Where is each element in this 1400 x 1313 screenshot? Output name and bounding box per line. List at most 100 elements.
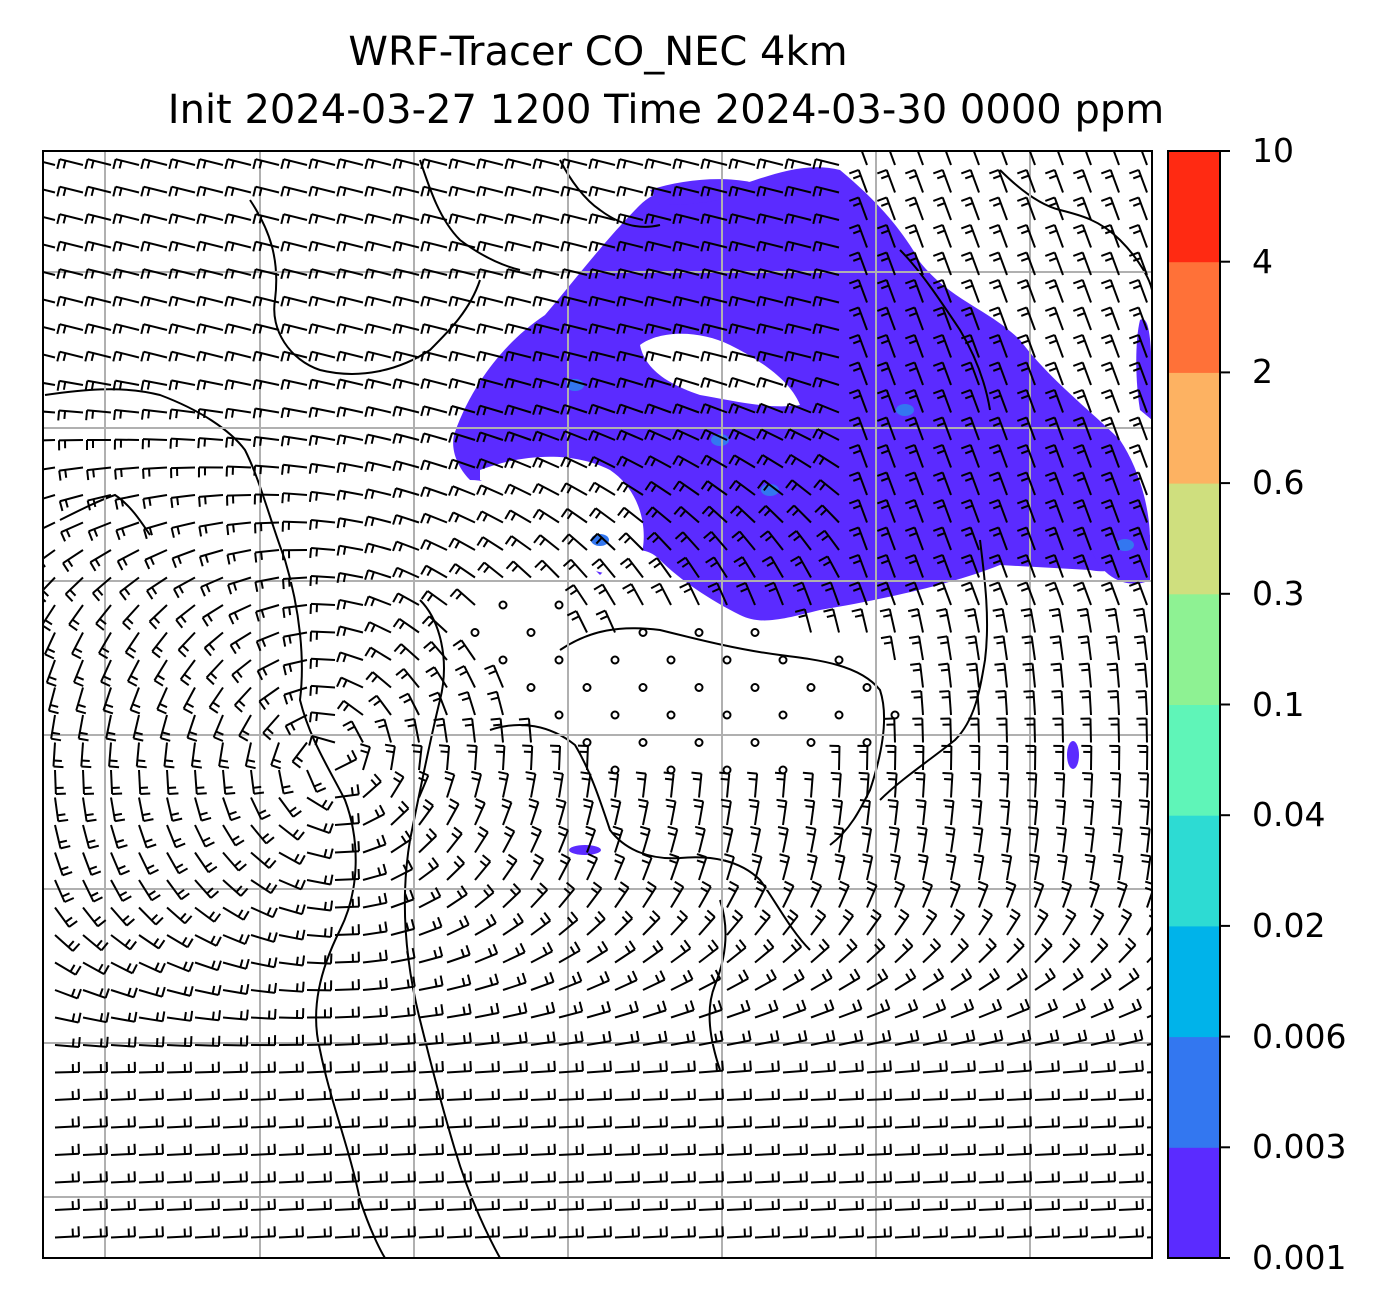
wind-barb [988, 224, 1008, 248]
wind-barb [1140, 853, 1152, 881]
wind-barb [698, 1198, 724, 1211]
calm-wind-circle [610, 655, 620, 665]
wind-barb [362, 834, 387, 854]
wind-barb [1006, 967, 1028, 991]
wind-barb [969, 744, 981, 771]
wind-barb [726, 999, 751, 1019]
wind-barb [885, 744, 897, 771]
wind-barb [56, 379, 84, 391]
wind-barb [306, 823, 334, 834]
wind-barb [1026, 772, 1038, 798]
wind-barb [1081, 744, 1093, 771]
wind-barb [754, 1143, 780, 1156]
wind-barb [392, 350, 420, 362]
wind-barb [644, 480, 672, 496]
wind-barb [525, 771, 537, 798]
wind-barb [698, 1116, 724, 1129]
wind-barb [82, 769, 95, 795]
wind-barb [838, 1198, 864, 1211]
wind-barb [308, 268, 336, 280]
wind-barb [418, 1143, 444, 1156]
wind-barb [816, 529, 840, 551]
wind-barb [420, 459, 448, 471]
wind-barb [1062, 1088, 1088, 1101]
wind-barb [166, 1036, 193, 1048]
wind-barb [1136, 717, 1148, 743]
wind-barb [937, 635, 952, 661]
wind-barb [950, 908, 966, 936]
wind-barb [700, 323, 728, 335]
wind-barb [888, 826, 900, 853]
wind-barb [1072, 361, 1092, 386]
wind-barb [1128, 471, 1148, 496]
wind-barb [1053, 744, 1065, 771]
wind-barb [1128, 416, 1148, 441]
wind-barb [390, 1198, 416, 1211]
wind-barb [278, 981, 305, 993]
wind-barb [420, 213, 448, 225]
wind-barb [490, 717, 504, 743]
wind-barb [110, 987, 138, 999]
colorbar-segment [1168, 1036, 1220, 1148]
wind-barb [802, 771, 814, 798]
wind-barb [390, 976, 416, 991]
wind-barb [862, 853, 874, 881]
wind-barb [250, 1171, 276, 1184]
wind-barb [502, 1088, 528, 1101]
wind-barb [1089, 880, 1100, 908]
wind-barb [418, 1198, 444, 1211]
wind-barb [1100, 169, 1120, 193]
wind-barb [138, 824, 157, 849]
wind-barb [644, 268, 672, 280]
wind-barb [912, 717, 924, 743]
wind-barb [696, 853, 708, 881]
wind-barb [866, 1116, 892, 1129]
wind-barb [950, 968, 973, 991]
wind-barb [560, 268, 588, 280]
wind-barb [756, 323, 784, 335]
wind-barb [411, 744, 423, 771]
wind-barb [156, 687, 168, 715]
wind-barb [224, 407, 252, 419]
wind-barb [166, 879, 190, 901]
wind-barb [904, 554, 924, 578]
wind-barb [1034, 1171, 1060, 1184]
wind-barb [334, 1143, 360, 1156]
wind-barb [250, 1226, 276, 1239]
wind-barb [448, 240, 476, 252]
wind-barb [1082, 799, 1095, 826]
wind-barb [782, 880, 795, 908]
wind-barb [504, 377, 532, 389]
wind-barb [474, 1226, 500, 1239]
wind-barb [670, 1143, 696, 1156]
wind-barb [306, 1034, 332, 1046]
wind-barb [586, 971, 610, 991]
wind-barb [334, 1116, 360, 1129]
wind-barb [138, 1116, 164, 1129]
wind-barb [392, 514, 420, 525]
wind-barb [119, 576, 140, 601]
wind-barb [1050, 662, 1064, 688]
calm-wind-circle [638, 683, 648, 692]
wind-barb [392, 405, 420, 417]
wind-barb [530, 1143, 556, 1156]
wind-barb [418, 1116, 444, 1129]
wind-barb [1016, 471, 1036, 496]
wind-barb [336, 700, 364, 716]
wind-barb [194, 906, 222, 923]
colorbar-segment [1168, 704, 1220, 816]
wind-barb [476, 431, 504, 443]
colorbar-tick-label: 10 [1252, 131, 1294, 170]
wind-barb [1090, 908, 1105, 936]
wind-barb [614, 881, 630, 909]
wind-barb [532, 482, 560, 496]
wind-barb [670, 939, 692, 964]
wind-barb [950, 1029, 976, 1046]
wind-barb [252, 185, 280, 197]
wind-barb [84, 323, 112, 335]
wind-barb [82, 1061, 108, 1074]
wind-barb [756, 185, 784, 197]
wind-barb [932, 499, 952, 523]
wind-barb [558, 1198, 584, 1211]
wind-barb [838, 1088, 864, 1101]
